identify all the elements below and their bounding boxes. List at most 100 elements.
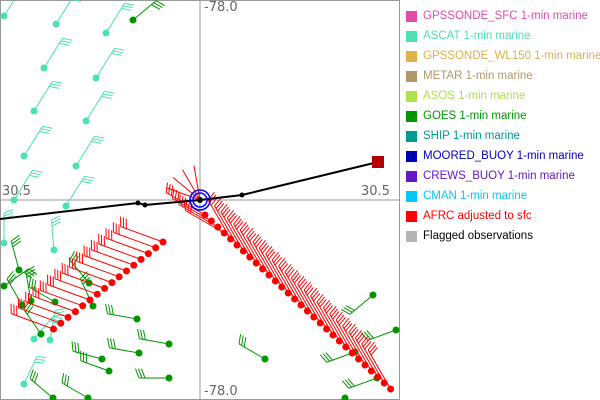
- wind-barb: [252, 233, 279, 285]
- wind-barb: [239, 221, 267, 273]
- legend-item[interactable]: AFRC adjusted to sfc: [406, 206, 598, 226]
- legend-item[interactable]: CMAN 1-min marine: [406, 186, 598, 206]
- wind-barb: [120, 216, 167, 246]
- wind-barb: [265, 245, 292, 297]
- legend-item[interactable]: GPSSONDE_SFC 1-min marine: [406, 6, 598, 26]
- wind-barb: [310, 287, 337, 339]
- legend-swatch: [406, 190, 417, 202]
- wind-barb: [17, 297, 65, 327]
- legend-swatch: [406, 230, 417, 242]
- wind-barb: [340, 394, 349, 400]
- wind-barb: [30, 80, 63, 115]
- wind-barb: [10, 234, 23, 274]
- wind-barb: [61, 263, 109, 292]
- track-point: [135, 200, 141, 206]
- lat-label-right: 30.5: [361, 184, 390, 199]
- wind-barb: [102, 2, 135, 37]
- legend-label: Flagged observations: [423, 230, 533, 242]
- wind-barb: [6, 270, 26, 309]
- legend-label: SHIP 1-min marine: [423, 130, 520, 142]
- legend-item[interactable]: CREWS_BUOY 1-min marine: [406, 166, 598, 186]
- wind-barb: [367, 341, 395, 393]
- lon-label-bottom: -78.0: [204, 384, 238, 399]
- legend-label: ASOS 1-min marine: [423, 90, 526, 102]
- wind-barb: [284, 263, 311, 315]
- legend-swatch: [406, 150, 417, 162]
- track-end-marker: [372, 156, 384, 168]
- wind-barb: [341, 291, 377, 315]
- center-marker-outer: [189, 189, 211, 211]
- legend-item[interactable]: ASOS 1-min marine: [406, 86, 598, 106]
- legend-label: GPSSONDE_WL150 1-min marine: [423, 50, 600, 62]
- wind-barb: [54, 268, 101, 298]
- legend-label: METAR 1-min marine: [423, 70, 533, 82]
- legend-label: MOORED_BUOY 1-min marine: [423, 150, 584, 162]
- wind-barb: [52, 0, 82, 28]
- center-marker: [192, 192, 208, 208]
- wind-barb: [62, 175, 95, 210]
- wind-barb: [30, 315, 63, 343]
- wind-barb: [226, 209, 254, 261]
- wind-barb: [0, 0, 15, 20]
- wind-barb: [361, 335, 388, 387]
- wind-barb: [112, 222, 160, 252]
- legend-label: CREWS_BUOY 1-min marine: [423, 170, 575, 182]
- wind-barb: [360, 326, 400, 341]
- wind-barb: [25, 292, 72, 321]
- wind-barb: [29, 369, 57, 400]
- wind-barb: [107, 337, 143, 357]
- wind-barb: [0, 268, 38, 290]
- wind-barb: [129, 0, 165, 24]
- wind-barb: [354, 329, 382, 381]
- wind-barb: [82, 90, 115, 125]
- track-point: [142, 202, 148, 208]
- track-point: [239, 192, 245, 198]
- wind-barb: [40, 37, 73, 72]
- wind-barb: [20, 356, 47, 388]
- wind-barb: [329, 305, 356, 357]
- lat-label-left: 30.5: [2, 184, 31, 199]
- lon-label-top: -78.0: [204, 0, 238, 15]
- legend-swatch: [406, 210, 417, 222]
- wind-barb: [10, 303, 57, 333]
- wind-barb: [238, 334, 269, 363]
- legend-label: GPSSONDE_SFC 1-min marine: [423, 10, 588, 22]
- wind-barb-plot: [0, 0, 400, 400]
- wind-barb: [290, 269, 318, 321]
- wind-barb: [105, 228, 152, 258]
- wind-barb: [322, 299, 350, 351]
- wind-barb: [233, 215, 260, 267]
- wind-barb: [98, 234, 145, 263]
- wind-barb: [137, 328, 173, 348]
- wind-barb: [348, 323, 375, 375]
- legend-swatch: [406, 30, 417, 42]
- wind-barb: [134, 368, 173, 382]
- legend-swatch: [406, 130, 417, 142]
- legend-swatch: [406, 90, 417, 102]
- wind-barb: [39, 280, 87, 310]
- legend-item[interactable]: METAR 1-min marine: [406, 66, 598, 86]
- legend-swatch: [406, 50, 417, 62]
- wind-barb: [105, 303, 141, 323]
- wind-barb: [10, 169, 43, 204]
- legend-swatch: [406, 70, 417, 82]
- wind-barb: [90, 239, 138, 269]
- legend-label: AFRC adjusted to sfc: [423, 210, 532, 222]
- legend-item[interactable]: ASCAT 1-min marine: [406, 26, 598, 46]
- legend-swatch: [406, 170, 417, 182]
- wind-barb: [72, 135, 105, 170]
- legend-swatch: [406, 10, 417, 22]
- wind-barb: [61, 373, 92, 400]
- wind-barb: [32, 286, 79, 316]
- wind-barb: [258, 239, 286, 291]
- legend-item[interactable]: MOORED_BUOY 1-min marine: [406, 146, 598, 166]
- legend-label: CMAN 1-min marine: [423, 190, 528, 202]
- legend-label: ASCAT 1-min marine: [423, 30, 531, 42]
- legend-item[interactable]: GPSSONDE_WL150 1-min marine: [406, 46, 600, 66]
- legend-item[interactable]: GOES 1-min marine: [406, 106, 598, 126]
- legend-item[interactable]: SHIP 1-min marine: [406, 126, 598, 146]
- legend-label: GOES 1-min marine: [423, 110, 527, 122]
- legend-item[interactable]: Flagged observations: [406, 226, 598, 246]
- legend-swatch: [406, 110, 417, 122]
- wind-barb: [50, 215, 62, 254]
